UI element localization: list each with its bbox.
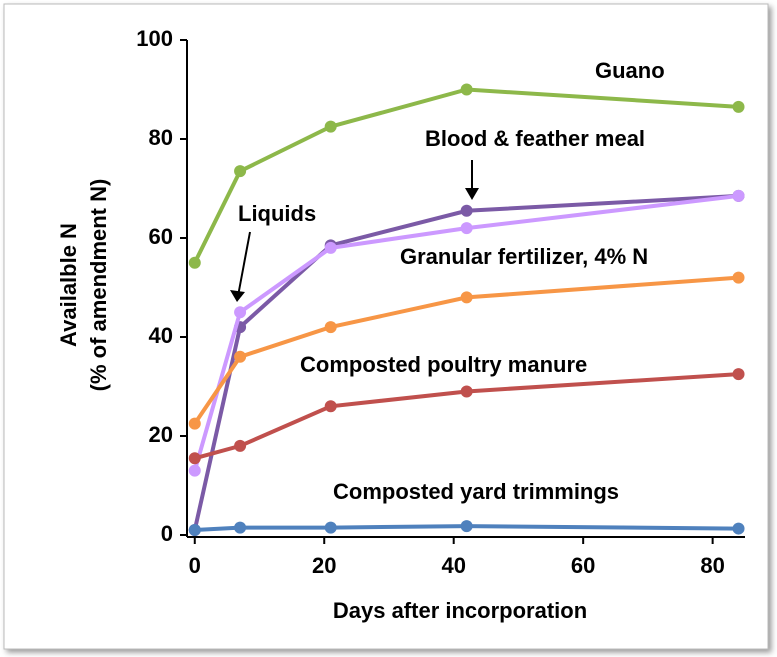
data-point [324, 120, 337, 133]
data-point [234, 350, 247, 363]
x-tick-label: 60 [571, 553, 595, 578]
x-tick-label: 20 [312, 553, 336, 578]
data-point [460, 204, 473, 217]
y-tick-label: 40 [149, 323, 173, 348]
data-point [460, 520, 473, 533]
y-tick-label: 80 [149, 125, 173, 150]
arrow-head [230, 290, 245, 302]
x-tick-label: 0 [189, 553, 201, 578]
x-axis-label: Days after incorporation [333, 598, 587, 623]
data-point [732, 368, 745, 381]
data-point [732, 522, 745, 535]
data-point [460, 222, 473, 235]
data-point [732, 189, 745, 202]
y-tick-label: 0 [161, 521, 173, 546]
data-point [732, 271, 745, 284]
data-point [460, 385, 473, 398]
data-point [188, 256, 201, 269]
y-axis-label: Availalble N [56, 223, 81, 347]
data-point [324, 521, 337, 534]
data-point [188, 464, 201, 477]
series-label: Composted poultry manure [300, 352, 587, 377]
arrow-head [465, 188, 479, 200]
series-label: Liquids [238, 201, 316, 226]
data-point [460, 291, 473, 304]
y-axis-label: (% of amendment N) [86, 179, 111, 392]
data-point [188, 524, 201, 537]
data-point [460, 83, 473, 96]
data-point [234, 439, 247, 452]
y-tick-label: 20 [149, 422, 173, 447]
data-point [234, 306, 247, 319]
data-point [234, 165, 247, 178]
data-point [324, 400, 337, 413]
y-tick-label: 60 [149, 224, 173, 249]
series-label: Blood & feather meal [425, 126, 645, 151]
series-label: Granular fertilizer, 4% N [400, 244, 648, 269]
data-point [324, 241, 337, 254]
x-tick-label: 80 [700, 553, 724, 578]
data-point [324, 321, 337, 334]
data-point [234, 521, 247, 534]
arrow [237, 231, 251, 297]
series-label: Composted yard trimmings [333, 479, 619, 504]
y-tick-label: 100 [136, 26, 173, 51]
data-point [188, 417, 201, 430]
x-tick-label: 40 [441, 553, 465, 578]
data-point [188, 452, 201, 465]
series-label: Guano [595, 58, 665, 83]
data-point [732, 100, 745, 113]
